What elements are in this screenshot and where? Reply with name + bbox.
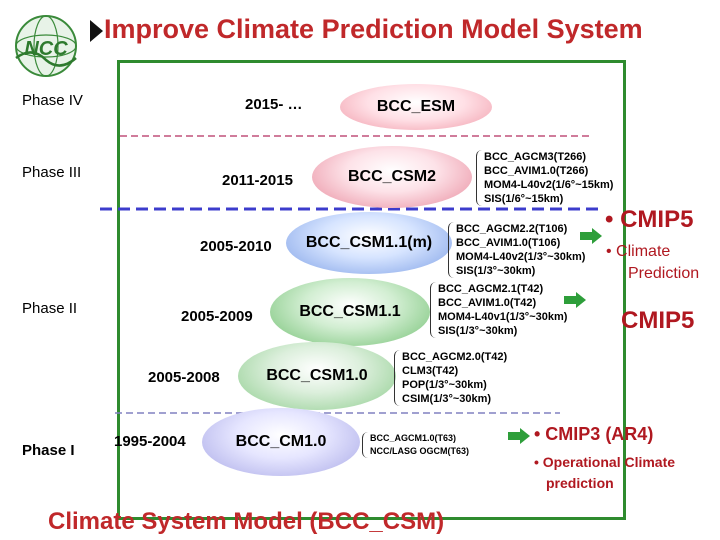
- phase-ii-label: Phase II: [22, 300, 78, 317]
- component-item: POP(1/3°~30km): [402, 379, 487, 391]
- component-item: BCC_AVIM1.0(T106): [456, 237, 561, 249]
- component-item: MOM4-L40v2(1/6°~15km): [484, 179, 614, 191]
- component-item: BCC_AVIM1.0(T42): [438, 297, 537, 309]
- model-bcc-esm: BCC_ESM: [340, 84, 492, 130]
- model-bcc-csm1-0: BCC_CSM1.0: [238, 342, 396, 410]
- component-item: BCC_AGCM3(T266): [484, 151, 587, 163]
- period-1995-2004: 1995-2004: [114, 433, 186, 450]
- component-item: CLM3(T42): [402, 365, 459, 377]
- model-bcc-csm2: BCC_CSM2: [312, 146, 472, 208]
- period-2005-2008: 2005-2008: [148, 369, 220, 386]
- operational-prediction-label: prediction: [546, 475, 614, 491]
- cmip3-bullet: • CMIP3 (AR4): [534, 424, 654, 444]
- component-item: NCC/LASG OGCM(T63): [370, 446, 469, 456]
- components-csm1-1: BCC_AGCM2.1(T42) BCC_AVIM1.0(T42) MOM4-L…: [430, 282, 567, 338]
- bottom-title: Climate System Model (BCC_CSM): [48, 508, 445, 535]
- component-item: CSIM(1/3°~30km): [402, 393, 492, 405]
- page-title: Improve Climate Prediction Model System: [104, 14, 643, 44]
- component-item: BCC_AVIM1.0(T266): [484, 165, 589, 177]
- model-frame: [117, 60, 626, 520]
- arrow-right-icon: [580, 228, 602, 244]
- prediction-label: Prediction: [628, 265, 700, 282]
- cmip5-label: CMIP5: [621, 307, 695, 334]
- arrow-right-icon: [508, 428, 530, 444]
- cmip5-bullet: • CMIP5: [605, 206, 694, 233]
- divider-phase-ii-i: [115, 412, 560, 414]
- phase-i-label: Phase I: [22, 442, 75, 459]
- period-2005-2010: 2005-2010: [200, 238, 272, 255]
- model-bcc-cm1-0: BCC_CM1.0: [202, 408, 360, 476]
- component-item: MOM4-L40v1(1/3°~30km): [438, 311, 568, 323]
- phase-iv-label: Phase IV: [22, 92, 83, 109]
- component-item: SIS(1/3°~30km): [438, 325, 518, 337]
- component-item: BCC_AGCM2.1(T42): [438, 283, 544, 295]
- model-bcc-csm1-1: BCC_CSM1.1: [270, 278, 430, 346]
- components-csm1-0: BCC_AGCM2.0(T42) CLM3(T42) POP(1/3°~30km…: [394, 350, 507, 406]
- ncc-logo: NCC: [2, 2, 98, 98]
- phase-dividers: [100, 135, 600, 211]
- arrow-right-icon: [564, 292, 586, 308]
- period-2011-2015: 2011-2015: [222, 172, 293, 189]
- model-bcc-csm1-1m: BCC_CSM1.1(m): [286, 212, 452, 274]
- component-item: SIS(1/3°~30km): [456, 265, 536, 277]
- component-item: BCC_AGCM1.0(T63): [370, 433, 457, 443]
- phase-iii-label: Phase III: [22, 164, 82, 181]
- components-csm2: BCC_AGCM3(T266) BCC_AVIM1.0(T266) MOM4-L…: [476, 150, 613, 206]
- component-item: MOM4-L40v2(1/3°~30km): [456, 251, 586, 263]
- component-item: BCC_AGCM2.2(T106): [456, 223, 568, 235]
- title-arrow-icon: [90, 20, 103, 42]
- period-2005-2009: 2005-2009: [181, 308, 253, 325]
- logo-text: NCC: [24, 38, 68, 60]
- components-cm1-0: BCC_AGCM1.0(T63) NCC/LASG OGCM(T63): [362, 432, 469, 458]
- component-item: SIS(1/6°~15km): [484, 193, 564, 205]
- component-item: BCC_AGCM2.0(T42): [402, 351, 508, 363]
- components-csm1-1m: BCC_AGCM2.2(T106) BCC_AVIM1.0(T106) MOM4…: [448, 222, 585, 278]
- operational-bullet: • Operational Climate: [534, 454, 676, 470]
- climate-bullet: • Climate: [606, 243, 671, 260]
- period-2015: 2015- …: [245, 96, 303, 113]
